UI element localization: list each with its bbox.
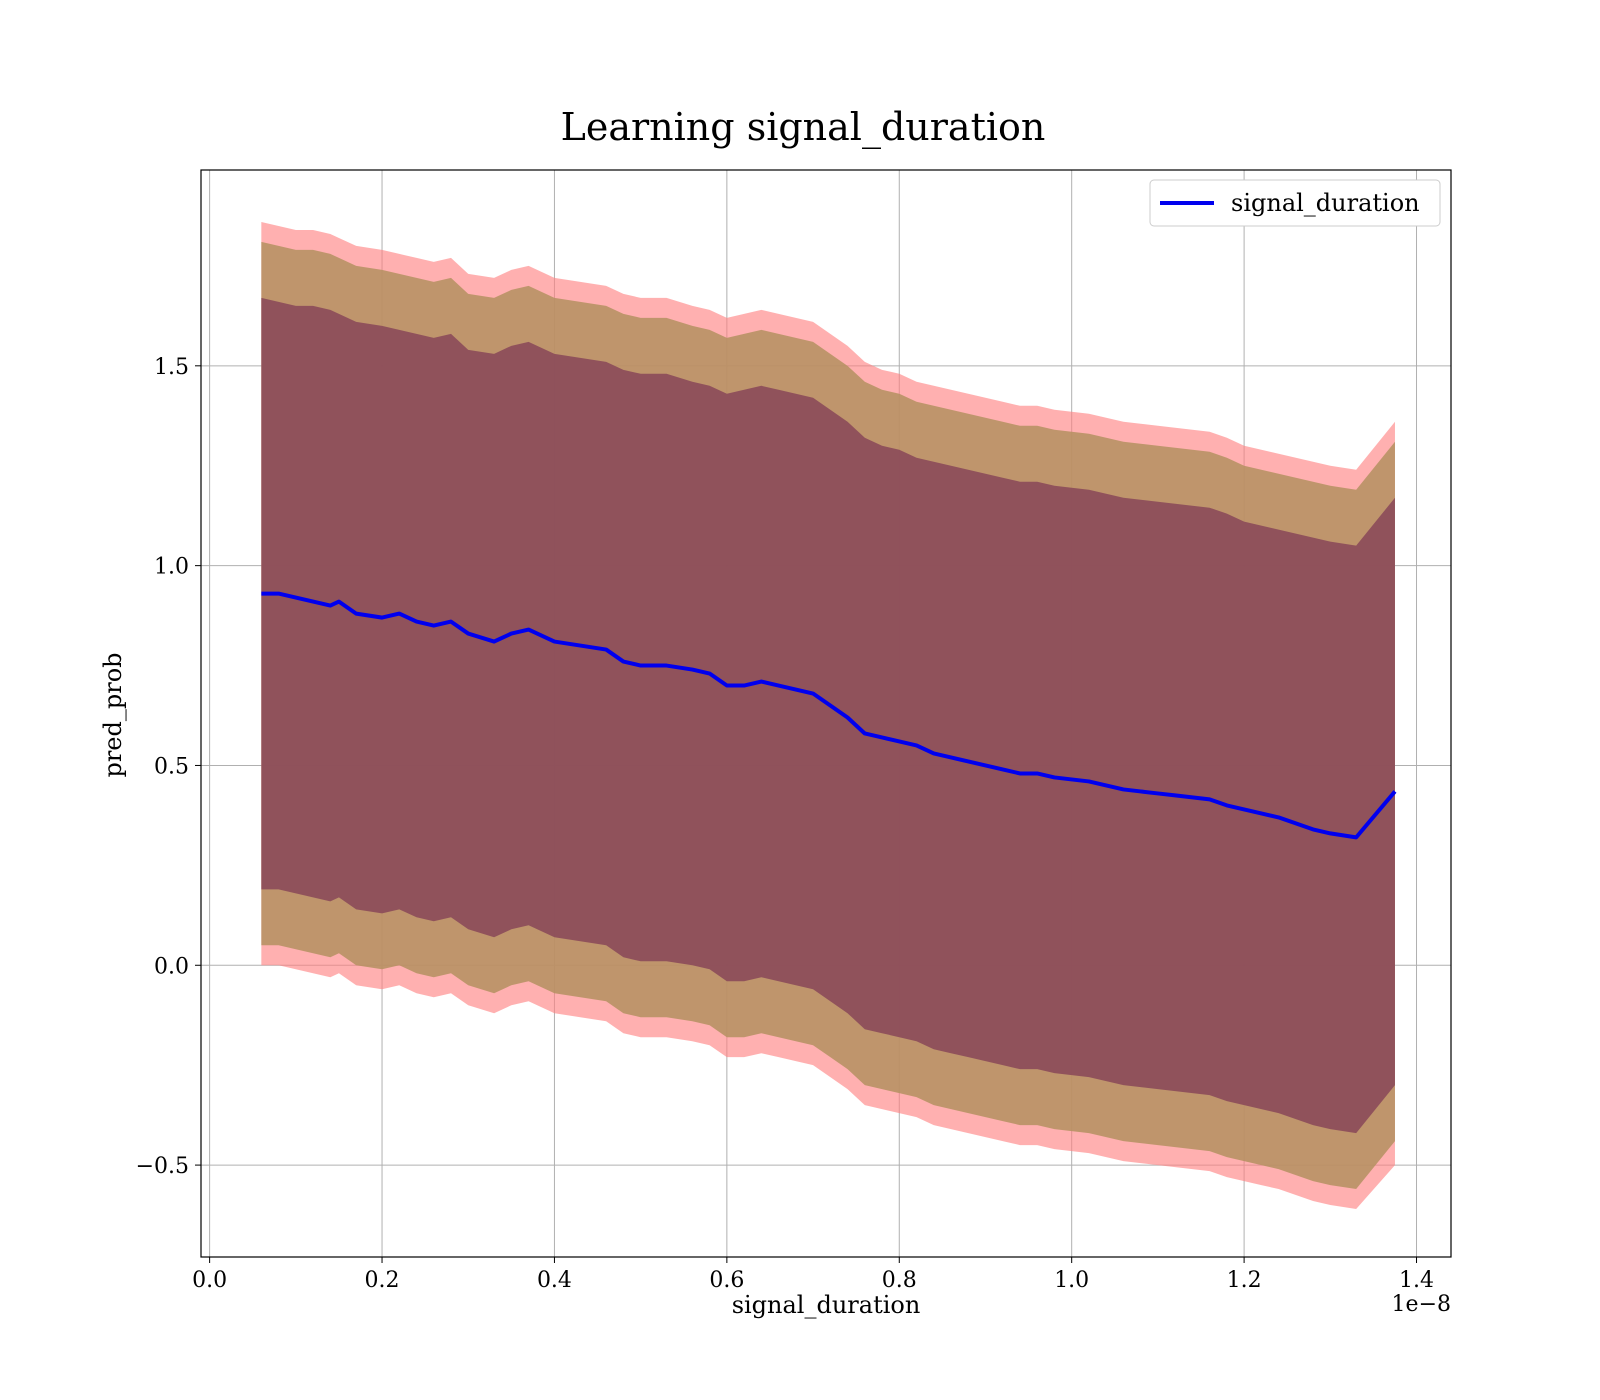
y-tick-label: 0.0: [154, 954, 189, 979]
x-tick-label: 0.8: [882, 1268, 917, 1293]
legend-entry-label: signal_duration: [1231, 189, 1420, 217]
x-tick-label: 1.2: [1227, 1268, 1262, 1293]
x-offset-label: 1e−8: [1392, 1292, 1451, 1317]
y-tick-label: 1.0: [154, 555, 189, 580]
x-axis-label: signal_duration: [732, 1291, 921, 1319]
x-axis: 0.0 0.2 0.4 0.6 0.8 1.0 1.2 1.4: [192, 1257, 1434, 1293]
y-axis: −0.5 0.0 0.5 1.0 1.5: [136, 355, 201, 1179]
chart-title: Learning signal_duration: [561, 105, 1046, 150]
x-tick-label: 0.4: [537, 1268, 572, 1293]
x-tick-label: 0.6: [709, 1268, 744, 1293]
x-tick-label: 1.0: [1054, 1268, 1089, 1293]
y-tick-label: −0.5: [136, 1154, 189, 1179]
series-lines: [261, 591, 1397, 840]
legend: signal_duration: [1149, 179, 1441, 227]
y-tick-label: 0.5: [154, 754, 189, 779]
plot-frame: [200, 169, 1452, 1258]
x-tick-label: 0.0: [192, 1268, 227, 1293]
confidence-bands: [261, 221, 1395, 1210]
x-tick-label: 1.4: [1399, 1268, 1434, 1293]
y-axis-label: pred_prob: [99, 652, 127, 777]
x-tick-label: 0.2: [365, 1268, 400, 1293]
legend-box: [1149, 179, 1441, 227]
band-inner: [261, 297, 1395, 1134]
series-line: [261, 591, 1397, 840]
y-tick-label: 1.5: [154, 355, 189, 380]
